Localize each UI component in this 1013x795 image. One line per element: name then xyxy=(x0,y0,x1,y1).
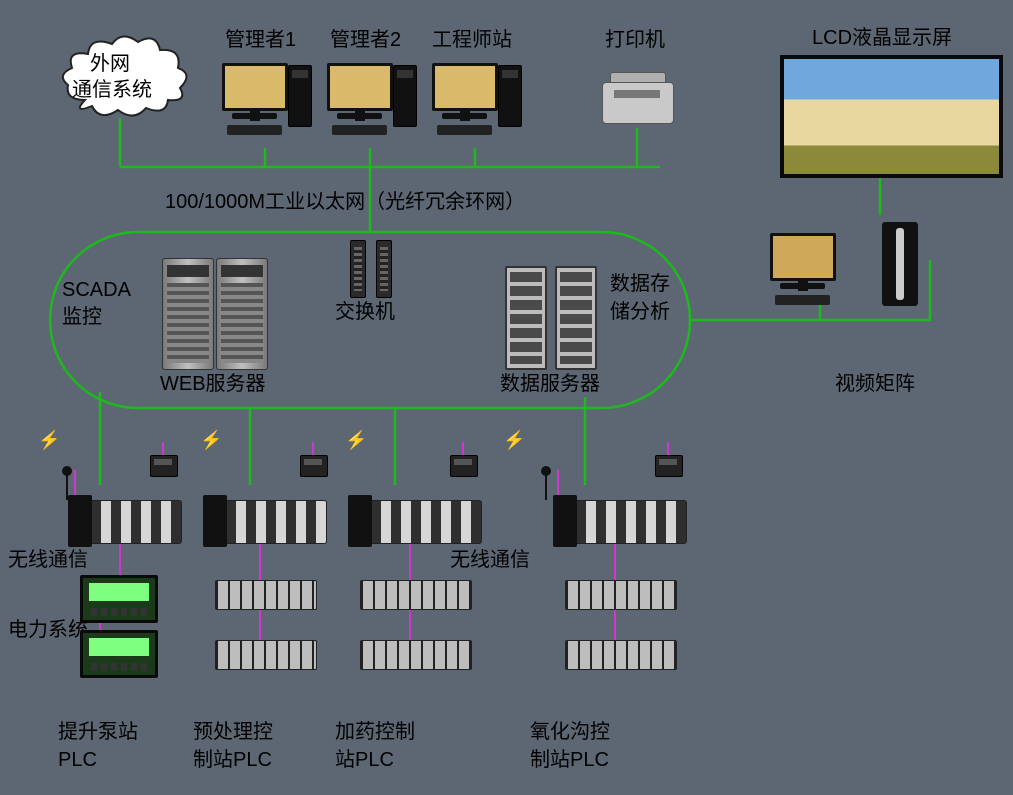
plc4-label-2: 制站PLC xyxy=(530,748,609,773)
manager1-label: 管理者1 xyxy=(225,28,296,53)
video-matrix-icon xyxy=(882,222,918,306)
plc3-label-2: 站PLC xyxy=(335,748,394,773)
video-matrix-label: 视频矩阵 xyxy=(835,372,915,397)
lcd-screen-icon xyxy=(780,55,1003,178)
io-module-icon xyxy=(565,580,677,610)
io-module-icon xyxy=(360,640,472,670)
antenna-icon xyxy=(545,472,547,500)
switch-label: 交换机 xyxy=(335,300,395,325)
printer-label: 打印机 xyxy=(605,28,665,53)
wireless1-label: 无线通信 xyxy=(8,548,88,573)
cloud-label-1: 外网 xyxy=(90,52,130,77)
switch-icon-1 xyxy=(350,240,366,298)
power-label: 电力系统 xyxy=(8,618,88,643)
spark-icon: ⚡ xyxy=(200,430,222,451)
data-server-label: 数据服务器 xyxy=(500,372,600,397)
ethernet-label: 100/1000M工业以太网（光纤冗余环网） xyxy=(165,190,525,215)
scada-label-1: SCADA xyxy=(62,278,131,303)
web-server-icon-2 xyxy=(216,258,268,370)
lcd-label: LCD液晶显示屏 xyxy=(812,26,952,51)
plc1-rack-icon xyxy=(70,500,182,544)
plc4-label-1: 氧化沟控 xyxy=(530,720,610,745)
io-module-icon xyxy=(565,640,677,670)
power-meter-icon xyxy=(80,630,158,678)
storage-icon-1 xyxy=(505,266,547,370)
video-pc-icon xyxy=(770,225,860,320)
field-device-icon xyxy=(450,455,478,477)
plc2-label-1: 预处理控 xyxy=(193,720,273,745)
plc1-label-2: PLC xyxy=(58,748,97,773)
manager1-pc-icon xyxy=(222,55,312,150)
manager2-pc-icon xyxy=(327,55,417,150)
spark-icon: ⚡ xyxy=(503,430,525,451)
engineer-label: 工程师站 xyxy=(432,28,512,53)
storage-icon-2 xyxy=(555,266,597,370)
io-module-icon xyxy=(360,580,472,610)
manager2-label: 管理者2 xyxy=(330,28,401,53)
io-module-icon xyxy=(215,580,317,610)
switch-icon-2 xyxy=(376,240,392,298)
plc3-rack-icon xyxy=(350,500,482,544)
web-server-icon-1 xyxy=(162,258,214,370)
plc3-label-1: 加药控制 xyxy=(335,720,415,745)
plc4-rack-icon xyxy=(555,500,687,544)
plc2-rack-icon xyxy=(205,500,327,544)
storage-label-2: 储分析 xyxy=(610,300,670,325)
field-device-icon xyxy=(300,455,328,477)
spark-icon: ⚡ xyxy=(345,430,367,451)
field-device-icon xyxy=(150,455,178,477)
io-module-icon xyxy=(215,640,317,670)
scada-label-2: 监控 xyxy=(62,305,102,330)
cloud-label-2: 通信系统 xyxy=(72,78,152,103)
field-device-icon xyxy=(655,455,683,477)
plc2-label-2: 制站PLC xyxy=(193,748,272,773)
web-server-label: WEB服务器 xyxy=(160,372,266,397)
wireless2-label: 无线通信 xyxy=(450,548,530,573)
storage-label-1: 数据存 xyxy=(610,272,670,297)
printer-icon xyxy=(602,72,672,127)
power-meter-icon xyxy=(80,575,158,623)
spark-icon: ⚡ xyxy=(38,430,60,451)
engineer-pc-icon xyxy=(432,55,522,150)
plc1-label-1: 提升泵站 xyxy=(58,720,138,745)
